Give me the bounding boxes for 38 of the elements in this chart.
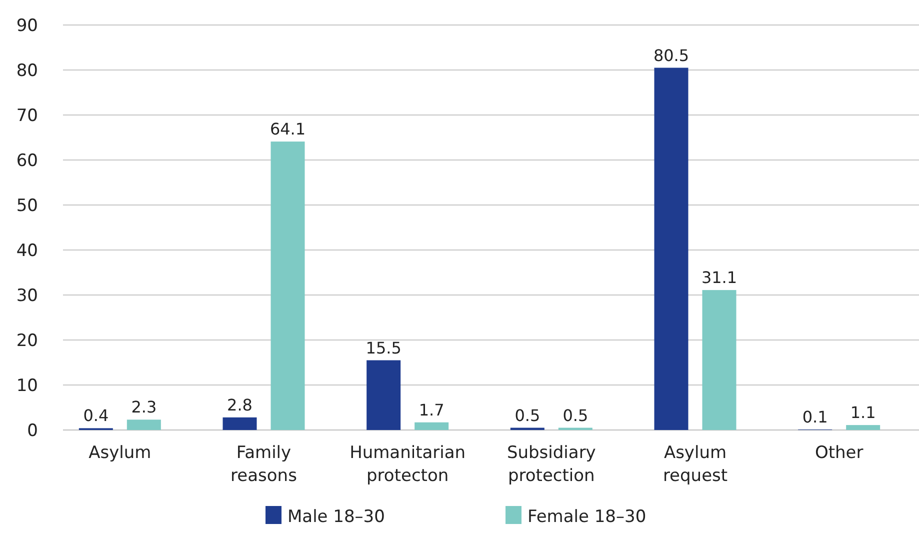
data-label: 80.5 (653, 46, 690, 65)
bar (126, 420, 161, 430)
data-label: 1.1 (850, 403, 876, 422)
x-tick-label: Asylum request (662, 443, 728, 486)
y-tick-label: 60 (16, 150, 38, 171)
bar (366, 360, 401, 430)
data-label: 2.8 (227, 395, 252, 414)
legend-label: Female 18–30 (528, 507, 646, 527)
y-tick-label: 80 (16, 60, 38, 81)
data-label: 1.7 (418, 400, 444, 420)
data-label: 2.3 (131, 398, 157, 417)
data-label: 15.5 (366, 338, 402, 358)
y-tick-label: 50 (16, 196, 38, 216)
data-label: 31.1 (701, 268, 738, 288)
y-tick-label: 30 (16, 286, 38, 306)
data-label: 64.1 (270, 120, 306, 139)
x-tick-label: Family reasons (230, 443, 298, 486)
x-tick-label: Asylum (88, 443, 152, 463)
y-tick-label: 40 (16, 240, 38, 261)
data-label: 0.1 (802, 408, 828, 427)
legend-label: Male 18–30 (288, 507, 385, 527)
x-tick-label: Humanitarian protecton (350, 443, 466, 486)
bar (222, 417, 257, 430)
x-tick-label: Other (814, 443, 864, 463)
y-tick-label: 90 (16, 16, 38, 36)
y-tick-label: 0 (27, 420, 38, 441)
bar (702, 290, 736, 430)
bar (270, 142, 305, 430)
y-tick-label: 20 (16, 330, 38, 351)
data-label: 0.5 (514, 406, 540, 425)
data-label: 0.4 (83, 406, 109, 426)
bar (654, 68, 688, 430)
bar (846, 425, 880, 430)
data-label: 0.5 (562, 406, 588, 425)
x-tick-label: Subsidiary protection (506, 443, 596, 486)
bar (414, 422, 449, 430)
y-tick-label: 10 (16, 376, 38, 396)
y-tick-label: 70 (16, 106, 38, 126)
